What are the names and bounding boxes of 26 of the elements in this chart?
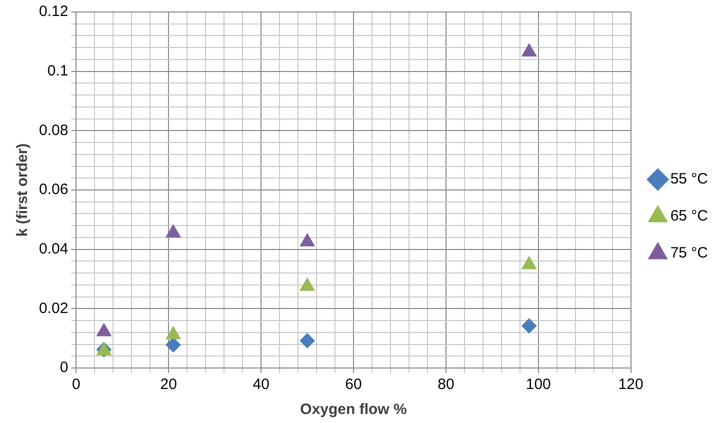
y-tick-label: 0.04 (38, 240, 68, 258)
y-tick-label: 0.02 (38, 300, 68, 317)
point (96, 323, 112, 336)
y-axis-title: k (first order) (14, 143, 32, 237)
point (300, 278, 315, 291)
point (522, 44, 537, 57)
y-tick-label: 0.1 (47, 62, 68, 80)
y-tick-label: 0.12 (38, 3, 68, 20)
legend-label: 55 °C (670, 170, 708, 188)
x-tick-label: 40 (252, 376, 270, 394)
point (166, 326, 181, 340)
y-tick-label: 0 (60, 359, 68, 376)
x-tick-label: 60 (345, 376, 362, 394)
legend-label: 65 °C (670, 208, 708, 225)
x-axis-title: Oxygen flow % (300, 401, 407, 418)
x-tick-label: 100 (526, 376, 551, 394)
point (300, 233, 315, 246)
x-tick-label: 0 (72, 376, 80, 394)
x-tick-label: 20 (160, 376, 177, 394)
x-tick-label: 80 (438, 376, 454, 394)
point (522, 256, 537, 270)
point (166, 224, 181, 238)
y-tick-label: 0.08 (38, 122, 68, 139)
x-tick-label: 120 (618, 376, 644, 394)
legend-label: 75 °C (670, 244, 708, 262)
y-tick-label: 0.06 (38, 181, 68, 198)
